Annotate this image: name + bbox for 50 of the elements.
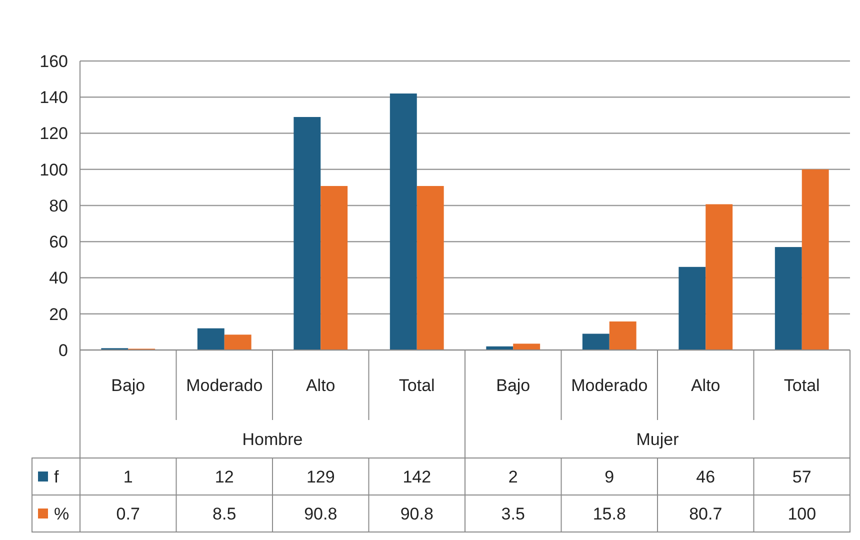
legend-label: f	[54, 467, 59, 486]
y-tick-label: 80	[49, 196, 68, 216]
y-tick-label: 0	[58, 340, 68, 360]
bar	[706, 204, 733, 350]
data-label: 3.5	[501, 504, 525, 524]
bar	[416, 186, 444, 350]
data-label: 1	[123, 467, 133, 486]
text: Hombre	[242, 430, 303, 449]
x-tick-label: Moderado	[571, 376, 648, 395]
data-label: 90.8	[304, 504, 338, 524]
data-label: 46	[696, 467, 716, 486]
y-tick-label: 100	[40, 160, 68, 180]
x-tick-label: Alto	[690, 376, 720, 395]
x-tick-label: Bajo	[496, 376, 530, 395]
y-tick-label: 140	[40, 88, 68, 108]
data-label: 9	[604, 467, 614, 486]
bar	[224, 334, 252, 350]
x-tick-label: Total	[784, 376, 820, 395]
x-tick-label: Bajo	[111, 376, 146, 395]
data-label: 15.8	[592, 504, 626, 524]
bar	[678, 266, 706, 350]
data-label: 100	[788, 504, 816, 524]
data-label: 142	[402, 467, 432, 486]
data-label: 0.7	[116, 504, 140, 524]
data-label: 12	[214, 467, 234, 486]
y-tick-label: 40	[49, 268, 68, 288]
y-tick-label: 20	[49, 304, 68, 324]
bar	[390, 94, 417, 350]
text: Mujer	[636, 430, 680, 449]
bar	[774, 247, 802, 350]
bar	[320, 186, 348, 350]
y-tick-label: 160	[40, 52, 68, 71]
bar	[609, 321, 636, 350]
x-tick-label: Alto	[306, 376, 336, 395]
data-label: 57	[792, 467, 812, 486]
y-tick-label: 60	[49, 232, 68, 252]
data-label: 129	[306, 467, 335, 486]
bar	[197, 328, 224, 350]
data-label: 80.7	[689, 504, 722, 524]
data-label: 2	[508, 467, 518, 486]
bar	[294, 116, 321, 350]
data-label: 8.5	[212, 504, 236, 524]
legend-label: %	[54, 504, 70, 524]
bar	[513, 344, 540, 350]
x-tick-label: Moderado	[186, 376, 263, 395]
x-tick-label: Total	[398, 376, 435, 395]
bar	[802, 169, 829, 350]
y-tick-label: 120	[40, 124, 68, 144]
bar	[582, 334, 610, 350]
data-label: 90.8	[400, 504, 434, 524]
